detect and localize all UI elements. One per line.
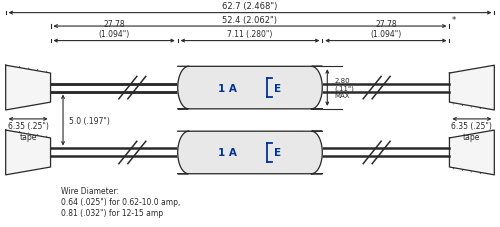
Polygon shape (450, 131, 494, 175)
Text: 2.80
(.11")
MAX: 2.80 (.11") MAX (335, 78, 354, 98)
Polygon shape (6, 131, 51, 175)
Text: 27.78
(1.094"): 27.78 (1.094") (370, 20, 402, 39)
Text: 6.35 (.25")
tape: 6.35 (.25") tape (8, 122, 48, 141)
Polygon shape (178, 67, 322, 109)
Text: 62.7 (2.468"): 62.7 (2.468") (222, 2, 278, 11)
Text: 6.35 (.25")
tape: 6.35 (.25") tape (452, 122, 492, 141)
Text: E: E (274, 83, 281, 93)
Text: 7.11 (.280"): 7.11 (.280") (228, 30, 272, 39)
Polygon shape (450, 66, 494, 111)
Polygon shape (178, 132, 322, 174)
Text: *: * (452, 16, 456, 25)
Text: Wire Diameter:
0.64 (.025") for 0.62-10.0 amp,
0.81 (.032") for 12-15 amp: Wire Diameter: 0.64 (.025") for 0.62-10.… (60, 186, 180, 217)
Text: 1 A: 1 A (218, 148, 237, 158)
Text: 52.4 (2.062"): 52.4 (2.062") (222, 16, 278, 25)
Text: E: E (274, 148, 281, 158)
Polygon shape (6, 66, 51, 111)
Text: 27.78
(1.094"): 27.78 (1.094") (98, 20, 130, 39)
Text: 5.0 (.197"): 5.0 (.197") (69, 116, 110, 125)
Text: 1 A: 1 A (218, 83, 237, 93)
